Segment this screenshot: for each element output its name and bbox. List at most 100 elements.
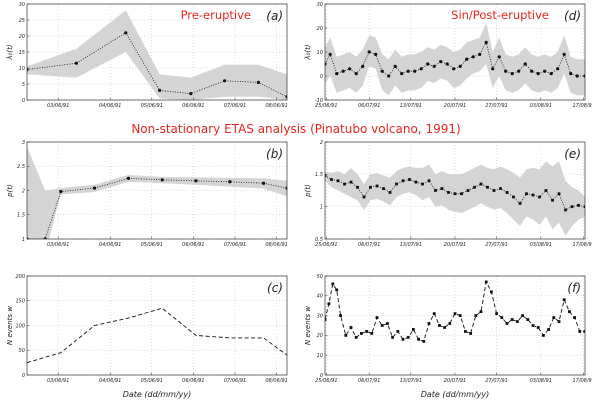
data-point-b — [93, 186, 97, 190]
data-point-e — [486, 185, 489, 189]
y-tick-label: 0.5 — [315, 237, 323, 243]
data-point-e — [343, 182, 346, 186]
x-tick-label: 03/06/91 — [47, 103, 69, 109]
x-tick-label: 27/07/91 — [485, 242, 507, 248]
data-point-f — [542, 334, 545, 337]
x-tick-label: 06/07/91 — [358, 378, 380, 384]
data-point-f — [370, 332, 374, 335]
x-tick-label: 25/06/91 — [315, 103, 337, 109]
data-point-e — [362, 195, 366, 199]
data-point-d — [387, 74, 391, 78]
data-point-f — [469, 332, 472, 335]
data-point-f — [568, 310, 571, 314]
data-point-e — [447, 191, 450, 194]
data-point-f — [354, 335, 358, 339]
data-point-b — [59, 189, 63, 194]
x-tick-label: 04/06/91 — [99, 378, 121, 384]
panel-tag: (b) — [266, 147, 283, 161]
data-point-f — [325, 318, 327, 321]
data-point-e — [577, 203, 580, 207]
data-point-d — [562, 52, 566, 57]
x-tick-label: 06/07/91 — [358, 242, 380, 248]
y-tick-label: 0 — [22, 373, 25, 379]
data-point-e — [434, 189, 437, 192]
series-line-f — [325, 280, 585, 342]
data-point-b — [27, 237, 29, 239]
x-tick-label: 20/07/91 — [444, 378, 466, 384]
data-point-f — [335, 288, 339, 292]
data-point-e — [440, 187, 444, 190]
x-tick-label: 08/06/91 — [265, 378, 287, 384]
confidence-band-e — [325, 161, 585, 236]
x-tick-label: 25/06/91 — [315, 378, 337, 384]
y-tick-label: 30 — [19, 2, 25, 8]
data-point-f — [484, 280, 488, 284]
data-point-f — [344, 334, 348, 337]
data-point-a — [74, 61, 78, 65]
data-point-d — [543, 69, 547, 73]
y-tick-label: 10 — [19, 66, 25, 72]
y-axis-label: p(t) — [304, 184, 312, 198]
data-point-f — [552, 316, 556, 319]
data-point-d — [361, 64, 365, 68]
panel-c: 0 50 100 150 200 03/06/91 04/06/91 05/06/91 06/0… — [6, 274, 288, 384]
panel-tag: (d) — [564, 9, 581, 23]
data-point-d — [325, 62, 327, 66]
panel-b: 1 1.5 2 2.5 3 03/06/91 04/06/91 05/06/91 06/06/9… — [6, 140, 288, 248]
data-point-b — [228, 180, 232, 184]
data-point-d — [530, 69, 534, 73]
data-point-f — [474, 314, 478, 317]
data-point-f — [531, 324, 535, 327]
data-point-f — [510, 318, 514, 321]
data-point-d — [478, 52, 482, 57]
data-point-f — [349, 326, 353, 329]
data-point-b — [262, 181, 266, 185]
data-point-d — [406, 69, 410, 73]
y-tick-label: 2.5 — [17, 164, 25, 170]
x-tick-label: 07/06/91 — [224, 242, 246, 248]
x-tick-label: 13/07/91 — [400, 103, 422, 109]
data-point-f — [464, 330, 467, 333]
y-tick-label: 200 — [15, 274, 25, 280]
data-point-a — [27, 68, 29, 72]
y-tick-label: 3 — [22, 140, 25, 146]
data-point-f — [406, 335, 410, 339]
data-point-d — [413, 69, 417, 73]
y-tick-label: 20 — [317, 333, 323, 339]
y-tick-label: 10 — [317, 353, 323, 359]
x-tick-label: 20/07/91 — [444, 242, 466, 248]
data-point-b — [43, 237, 47, 239]
data-point-f — [417, 337, 420, 341]
data-point-f — [521, 314, 524, 317]
data-point-d — [328, 52, 332, 57]
y-tick-label: 25 — [19, 18, 25, 24]
data-point-e — [512, 195, 515, 199]
data-point-b — [126, 176, 130, 180]
data-point-d — [426, 62, 430, 66]
data-point-f — [516, 320, 519, 323]
data-point-d — [432, 64, 436, 68]
data-point-a — [223, 79, 227, 83]
panel-d: -10 0 10 20 30 25/06/91 06/07/91 13/07/91 20/07/… — [304, 2, 592, 109]
data-point-e — [408, 178, 411, 181]
data-point-d — [497, 55, 501, 59]
x-tick-label: 03/08/91 — [530, 242, 552, 248]
x-tick-label: 03/06/91 — [47, 242, 69, 248]
x-tick-label: 27/07/91 — [485, 378, 507, 384]
data-point-e — [518, 202, 522, 205]
data-point-e — [564, 208, 567, 212]
data-point-f — [526, 318, 530, 321]
data-point-d — [517, 69, 521, 73]
data-point-d — [419, 67, 423, 71]
plot-area-d — [325, 23, 585, 96]
plot-area-f — [325, 280, 585, 343]
x-tick-label: 17/08/91 — [572, 242, 592, 248]
data-point-f — [573, 316, 576, 319]
plot-area-b — [27, 146, 287, 239]
data-point-a — [124, 31, 128, 35]
y-tick-label: 40 — [317, 294, 323, 300]
data-point-d — [374, 52, 378, 57]
data-point-a — [158, 88, 162, 92]
x-tick-label: 06/07/91 — [358, 103, 380, 109]
